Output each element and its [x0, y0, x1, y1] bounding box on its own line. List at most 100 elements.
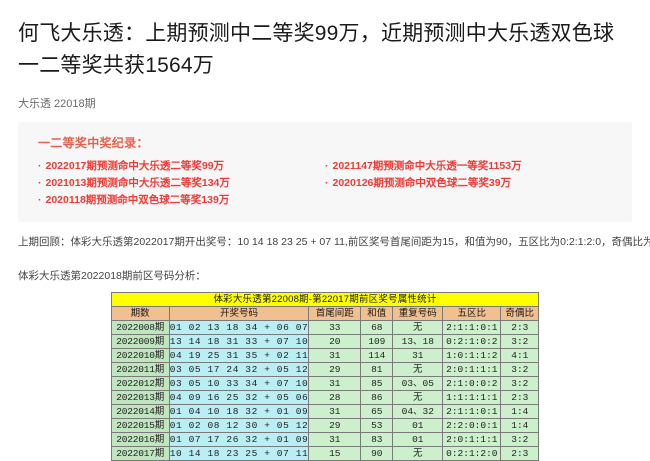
table-row: 2022014期 01 04 10 18 32 + 01 09 31 65 04、32 2… — [110, 404, 540, 419]
table-row: 2022010期 04 19 25 31 35 + 02 11 31 114 31 1:0… — [110, 348, 540, 363]
list-item[interactable]: · 2022017期预测命中大乐透二等奖99万 — [38, 158, 325, 175]
bullet-icon: · — [38, 194, 42, 206]
previous-draw-review: 上期回顾：体彩大乐透第2022017期开出奖号：10 14 18 23 25 +… — [18, 236, 650, 248]
list-item-label: 2020118期预测命中双色球二等奖139万 — [45, 194, 230, 206]
list-item[interactable]: · 2020126期预测命中双色球二等奖39万 — [325, 175, 612, 192]
list-item-label: 2022017期预测命中大乐透二等奖99万 — [45, 160, 225, 172]
table-header-row: 期数 开奖号码 首尾间距 和值 重复号码 五区比 奇偶比 — [110, 306, 540, 321]
table-row: 2022015期 01 02 08 12 30 + 05 12 29 53 01 2:2:… — [110, 418, 540, 433]
byline: 大乐透 22018期 — [18, 82, 632, 112]
cell-sum: 81 — [360, 362, 394, 377]
cell-repeat: 04、32 — [392, 404, 444, 419]
cell-numbers: 01 02 13 18 34 + 06 07 — [168, 320, 310, 335]
cell-period: 2022011期 — [110, 362, 170, 377]
cell-odd-even: 2:3 — [500, 390, 540, 405]
column-header-odd-even: 奇偶比 — [500, 306, 540, 321]
cell-sum: 86 — [360, 390, 394, 405]
stats-table-wrapper: 体彩大乐透第22008期-第22017期前区奖号属性统计 期数 开奖号码 首尾间… — [18, 292, 632, 461]
table-row: 2022012期 03 05 10 33 34 + 07 10 31 85 03、05 2… — [110, 376, 540, 391]
front-zone-analysis-label: 体彩大乐透第2022018期前区号码分析： — [18, 270, 206, 282]
page-title: 何飞大乐透：上期预测中二等奖99万，近期预测中大乐透双色球一二等奖共获1564万 — [18, 22, 615, 77]
cell-odd-even: 3:2 — [500, 432, 540, 447]
cell-span: 33 — [308, 320, 362, 335]
cell-span: 15 — [308, 446, 362, 461]
cell-zone-ratio: 2:1:1:0:1 — [442, 320, 502, 335]
cell-sum: 114 — [360, 348, 394, 363]
cell-numbers: 03 05 17 24 32 + 05 12 — [168, 362, 310, 377]
list-item[interactable]: · 2021147期预测命中大乐透一等奖1153万 — [325, 158, 612, 175]
cell-span: 20 — [308, 334, 362, 349]
cell-odd-even: 3:2 — [500, 334, 540, 349]
cell-odd-even: 1:4 — [500, 418, 540, 433]
article-page: 何飞大乐透：上期预测中二等奖99万，近期预测中大乐透双色球一二等奖共获1564万… — [18, 22, 650, 461]
list-item-label: 2021013期预测命中大乐透二等奖134万 — [45, 177, 230, 189]
cell-period: 2022008期 — [110, 320, 170, 335]
byline-source: 大乐透 — [18, 98, 51, 110]
column-header-sum: 和值 — [360, 306, 394, 321]
cell-period: 2022013期 — [110, 390, 170, 405]
table-row: 2022017期 10 14 18 23 25 + 07 11 15 90 无 0:2:1… — [110, 446, 540, 461]
prize-record-box: 一二等奖中奖纪录： · 2022017期预测命中大乐透二等奖99万 · 202114… — [18, 122, 632, 222]
bullet-icon: · — [38, 177, 42, 189]
prize-record-title: 一二等奖中奖纪录： — [38, 136, 149, 150]
cell-numbers: 01 04 10 18 32 + 01 09 — [168, 404, 310, 419]
cell-zone-ratio: 1:0:1:1:2 — [442, 348, 502, 363]
cell-zone-ratio: 2:0:1:1:1 — [442, 362, 502, 377]
cell-repeat: 01 — [392, 418, 444, 433]
cell-odd-even: 3:2 — [500, 362, 540, 377]
cell-numbers: 13 14 18 31 33 + 07 10 — [168, 334, 310, 349]
list-item-label: 2021147期预测命中大乐透一等奖1153万 — [332, 160, 522, 172]
cell-sum: 68 — [360, 320, 394, 335]
cell-zone-ratio: 1:1:1:1:1 — [442, 390, 502, 405]
cell-numbers: 04 09 16 25 32 + 05 06 — [168, 390, 310, 405]
cell-odd-even: 3:2 — [500, 376, 540, 391]
cell-zone-ratio: 2:0:1:1:1 — [442, 432, 502, 447]
table-row: 2022009期 13 14 18 31 33 + 07 10 20 109 13、18… — [110, 334, 540, 349]
byline-issue: 22018期 — [54, 98, 96, 110]
cell-numbers: 01 02 08 12 30 + 05 12 — [168, 418, 310, 433]
list-item[interactable]: · 2020118期预测命中双色球二等奖139万 — [38, 192, 325, 209]
cell-period: 2022009期 — [110, 334, 170, 349]
cell-zone-ratio: 2:2:0:0:1 — [442, 418, 502, 433]
cell-repeat: 13、18 — [392, 334, 444, 349]
stats-table: 体彩大乐透第22008期-第22017期前区奖号属性统计 期数 开奖号码 首尾间… — [110, 292, 540, 461]
column-header-repeat: 重复号码 — [392, 306, 444, 321]
table-row: 2022011期 03 05 17 24 32 + 05 12 29 81 无 2:0:1… — [110, 362, 540, 377]
column-header-period: 期数 — [110, 306, 170, 321]
cell-odd-even: 1:4 — [500, 404, 540, 419]
cell-zone-ratio: 2:1:1:0:1 — [442, 404, 502, 419]
cell-sum: 53 — [360, 418, 394, 433]
list-item[interactable]: · 2021013期预测命中大乐透二等奖134万 — [38, 175, 325, 192]
list-item-spacer — [325, 192, 612, 209]
cell-period: 2022014期 — [110, 404, 170, 419]
list-item-label: 2020126期预测命中双色球二等奖39万 — [332, 177, 512, 189]
cell-repeat: 无 — [392, 446, 444, 461]
cell-numbers: 03 05 10 33 34 + 07 10 — [168, 376, 310, 391]
cell-sum: 90 — [360, 446, 394, 461]
cell-span: 31 — [308, 404, 362, 419]
cell-numbers: 01 07 17 26 32 + 01 09 — [168, 432, 310, 447]
prize-record-list: · 2022017期预测命中大乐透二等奖99万 · 2021147期预测命中大乐透一… — [38, 158, 612, 209]
table-title-row: 体彩大乐透第22008期-第22017期前区奖号属性统计 — [110, 292, 540, 307]
cell-zone-ratio: 0:2:1:2:0 — [442, 446, 502, 461]
cell-numbers: 04 19 25 31 35 + 02 11 — [168, 348, 310, 363]
cell-repeat: 01 — [392, 432, 444, 447]
cell-period: 2022015期 — [110, 418, 170, 433]
table-row: 2022016期 01 07 17 26 32 + 01 09 31 83 01 2:0:… — [110, 432, 540, 447]
bullet-icon: · — [325, 160, 329, 172]
bullet-icon: · — [325, 177, 329, 189]
bullet-icon: · — [38, 160, 42, 172]
cell-span: 31 — [308, 376, 362, 391]
cell-period: 2022010期 — [110, 348, 170, 363]
table-row: 2022013期 04 09 16 25 32 + 05 06 28 86 无 1:1:1… — [110, 390, 540, 405]
cell-span: 28 — [308, 390, 362, 405]
cell-sum: 83 — [360, 432, 394, 447]
column-header-span: 首尾间距 — [308, 306, 362, 321]
cell-repeat: 03、05 — [392, 376, 444, 391]
cell-span: 31 — [308, 348, 362, 363]
cell-sum: 65 — [360, 404, 394, 419]
cell-sum: 109 — [360, 334, 394, 349]
cell-repeat: 无 — [392, 320, 444, 335]
column-header-numbers: 开奖号码 — [168, 306, 310, 321]
cell-span: 29 — [308, 418, 362, 433]
